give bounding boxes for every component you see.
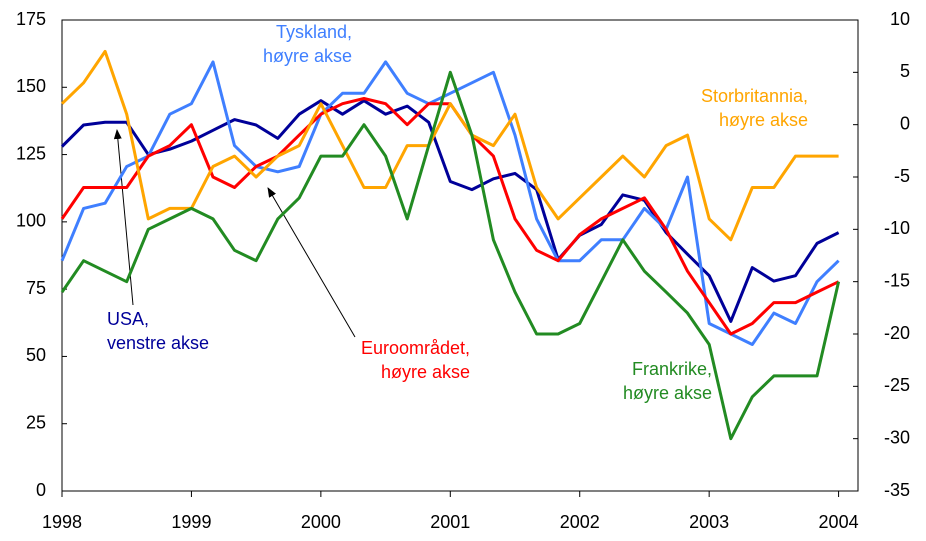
y-tick-label: 150 <box>16 76 46 96</box>
y2-tick-label: 10 <box>890 9 910 29</box>
series-label: Frankrike, <box>632 359 712 379</box>
series-label: USA, <box>107 309 149 329</box>
arrow <box>267 187 356 338</box>
y2-tick-label: -25 <box>884 375 910 395</box>
x-tick-label: 2001 <box>430 512 470 532</box>
y-tick-label: 125 <box>16 143 46 163</box>
y2-tick-label: -30 <box>884 427 910 447</box>
y-tick-label: 25 <box>26 412 46 432</box>
series-label: høyre akse <box>623 383 712 403</box>
series-label: høyre akse <box>263 46 352 66</box>
x-tick-label: 2003 <box>689 512 729 532</box>
y-tick-label: 0 <box>36 480 46 500</box>
x-tick-label: 2000 <box>301 512 341 532</box>
y2-tick-label: 0 <box>900 113 910 133</box>
y2-tick-label: -20 <box>884 323 910 343</box>
series-line <box>60 60 840 346</box>
y-tick-label: 100 <box>16 211 46 231</box>
y-tick-label: 175 <box>16 9 46 29</box>
y2-tick-label: -5 <box>894 166 910 186</box>
y-tick-label: 50 <box>26 345 46 365</box>
series-label: venstre akse <box>107 333 209 353</box>
y2-tick-label: -35 <box>884 480 910 500</box>
series-label: Storbritannia, <box>701 86 808 106</box>
y2-tick-label: -10 <box>884 218 910 238</box>
y-tick-label: 75 <box>26 278 46 298</box>
y2-tick-label: -15 <box>884 270 910 290</box>
series-line <box>60 99 840 323</box>
series-label: høyre akse <box>719 110 808 130</box>
series-label: høyre akse <box>381 362 470 382</box>
series-label: Tyskland, <box>276 22 352 42</box>
series-label: Euroområdet, <box>361 338 470 358</box>
x-tick-label: 1998 <box>42 512 82 532</box>
series-line <box>60 70 841 441</box>
x-tick-label: 2002 <box>560 512 600 532</box>
plot-frame <box>61 19 859 492</box>
x-tick-label: 1999 <box>171 512 211 532</box>
y2-tick-label: 5 <box>900 61 910 81</box>
x-tick-label: 2004 <box>819 512 859 532</box>
